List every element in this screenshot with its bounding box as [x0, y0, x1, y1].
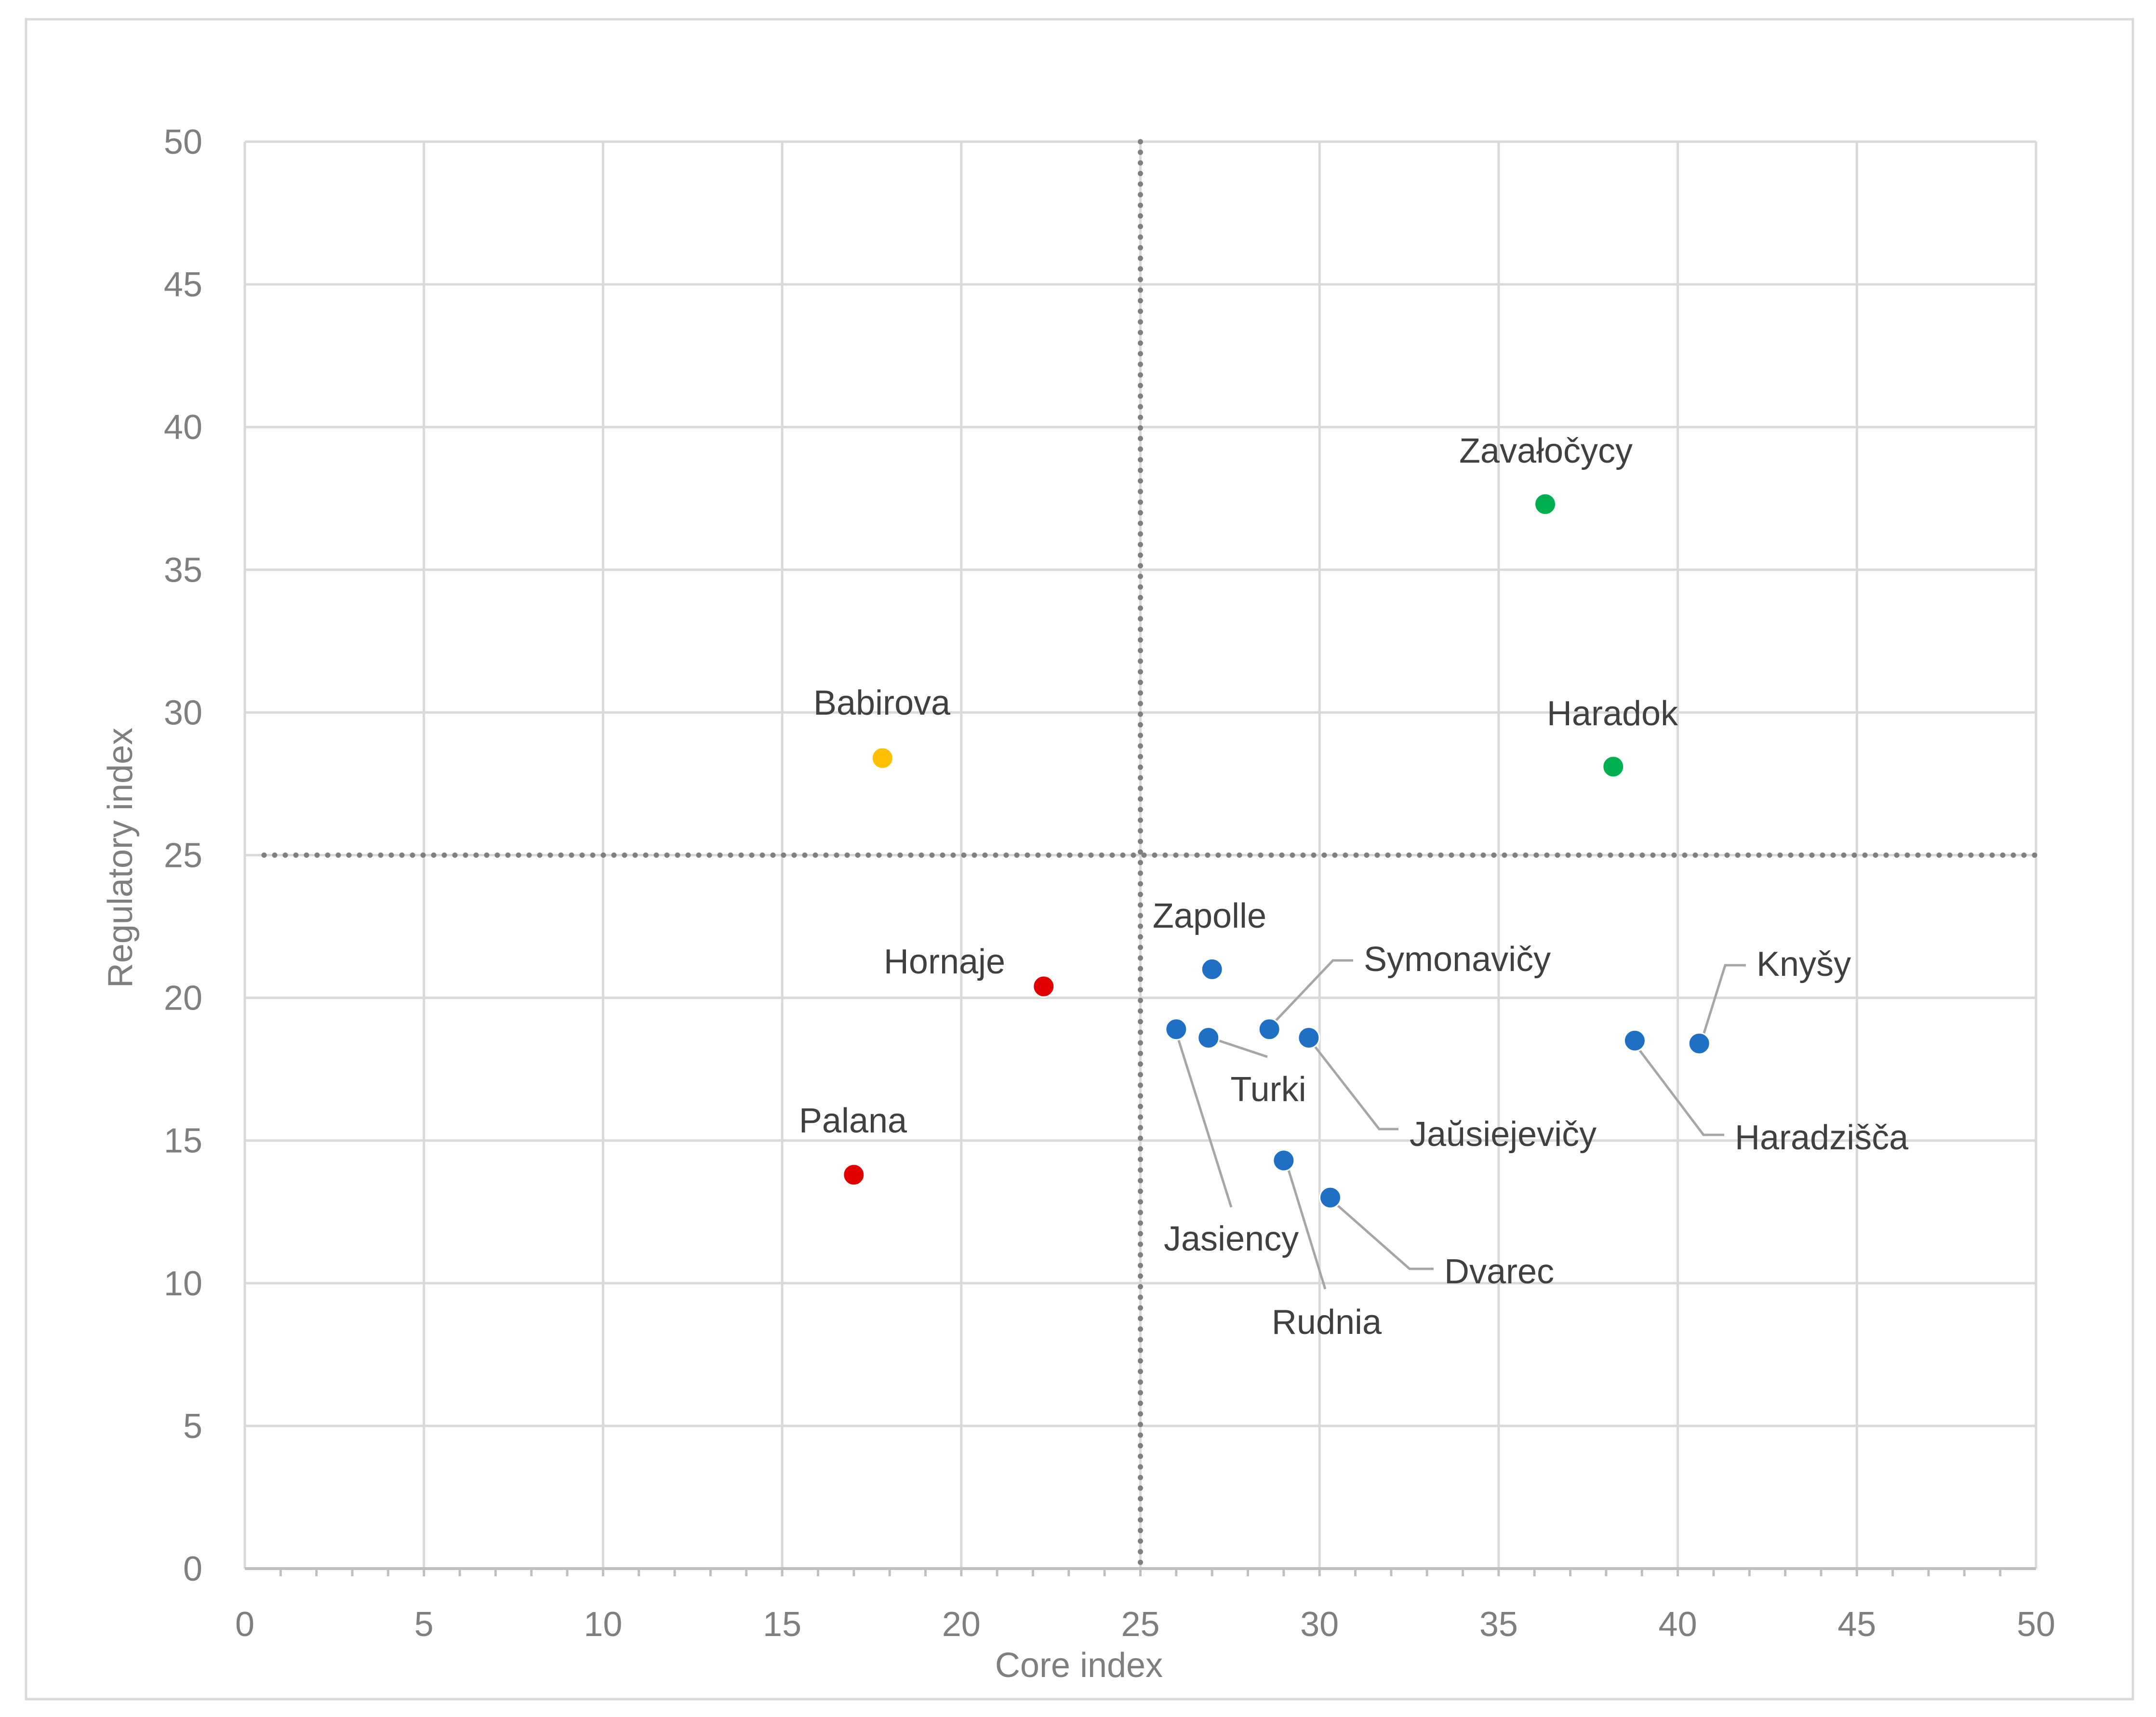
data-label: Jasiency: [1164, 1220, 1299, 1258]
data-label: Palana: [799, 1102, 907, 1140]
data-labels: Zavałočycy Haradok Babirova Hornaje Palana Za…: [799, 432, 1909, 1342]
data-label: Jaŭsiejevičy: [1410, 1115, 1597, 1154]
data-label: Haradzišča: [1735, 1118, 1909, 1157]
y-tick-label: 10: [164, 1264, 202, 1303]
data-point[interactable]: [842, 1163, 865, 1186]
leader-line: [1270, 959, 1353, 1026]
x-tick-label: 45: [1837, 1605, 1876, 1644]
data-label: Haradok: [1547, 694, 1678, 733]
y-axis-title: Regulatory index: [101, 728, 140, 988]
data-point[interactable]: [1200, 958, 1224, 981]
data-point[interactable]: [1602, 755, 1625, 778]
y-tick-label: 50: [164, 123, 202, 161]
data-label: Turki: [1230, 1070, 1306, 1109]
x-tick-label: 40: [1659, 1605, 1697, 1644]
y-tick-label: 0: [183, 1550, 202, 1588]
data-points: [842, 492, 1711, 1209]
leader-line: [1700, 964, 1746, 1043]
data-point[interactable]: [1032, 975, 1055, 998]
label-leader-lines: [1174, 959, 1746, 1290]
data-label: Dvarec: [1444, 1252, 1554, 1291]
data-label: Hornaje: [884, 943, 1005, 981]
data-label: Rudnia: [1272, 1303, 1382, 1342]
x-tick-label: 5: [414, 1605, 434, 1644]
x-tick-label: 25: [1121, 1605, 1159, 1644]
data-point[interactable]: [1258, 1018, 1281, 1041]
x-tick-label: 0: [235, 1605, 254, 1644]
leader-line: [1633, 1041, 1724, 1136]
reference-lines: [261, 139, 2039, 1571]
data-label: Symonavičy: [1364, 940, 1551, 979]
y-tick-label: 15: [164, 1122, 202, 1160]
data-point[interactable]: [1534, 492, 1557, 516]
data-label: Babirova: [813, 684, 951, 722]
x-minor-ticks: [279, 1569, 2002, 1576]
y-tick-label: 20: [164, 979, 202, 1018]
x-tick-label: 30: [1300, 1605, 1339, 1644]
x-axis-title: Core index: [995, 1646, 1163, 1685]
x-tick-label: 20: [942, 1605, 981, 1644]
x-tick-label: 10: [584, 1605, 622, 1644]
data-point[interactable]: [1688, 1032, 1711, 1055]
y-tick-label: 30: [164, 693, 202, 732]
leader-line: [1331, 1200, 1434, 1270]
leader-line: [1174, 1031, 1233, 1208]
data-label: Zapolle: [1153, 897, 1266, 935]
data-point[interactable]: [1623, 1029, 1646, 1052]
data-point[interactable]: [1197, 1026, 1220, 1050]
y-tick-label: 35: [164, 551, 202, 589]
data-point[interactable]: [1297, 1026, 1320, 1050]
y-tick-label: 40: [164, 408, 202, 447]
x-tick-labels: 0 5 10 15 20 25 30 35 40 45 50: [235, 1605, 2055, 1644]
leader-line: [1309, 1039, 1398, 1131]
y-tick-label: 45: [164, 266, 202, 304]
data-point[interactable]: [1319, 1186, 1342, 1209]
y-tick-label: 5: [183, 1407, 202, 1446]
y-tick-labels: 0 5 10 15 20 25 30 35 40 45 50: [164, 123, 202, 1588]
data-label: Knyšy: [1757, 945, 1851, 984]
data-point[interactable]: [1272, 1149, 1295, 1172]
chart-border: [25, 18, 2134, 1701]
x-tick-label: 50: [2017, 1605, 2055, 1644]
x-tick-label: 35: [1479, 1605, 1518, 1644]
data-point[interactable]: [1165, 1018, 1188, 1041]
y-tick-label: 25: [164, 837, 202, 875]
x-tick-label: 15: [763, 1605, 801, 1644]
data-label: Zavałočycy: [1459, 432, 1633, 470]
data-point[interactable]: [871, 746, 894, 770]
leader-line: [1285, 1163, 1327, 1290]
